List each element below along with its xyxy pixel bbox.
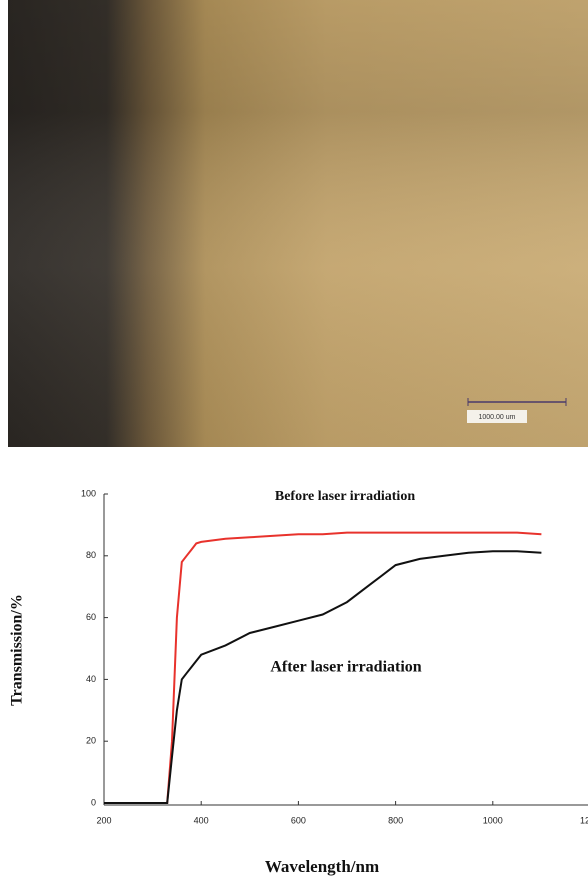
x-tick-label: 1000 (483, 815, 503, 825)
scale-label-box (467, 410, 527, 423)
y-tick-label: 0 (91, 797, 96, 807)
x-tick-label: 1200 (580, 815, 588, 825)
annotation: Before laser irradiation (275, 489, 415, 504)
x-axis-title: Wavelength/nm (265, 857, 379, 876)
y-tick-label: 100 (81, 488, 96, 498)
annotation: After laser irradiation (270, 659, 421, 676)
x-tick-label: 800 (388, 815, 403, 825)
micrograph: 1000.00 um (8, 0, 588, 447)
x-tick-label: 600 (291, 815, 306, 825)
chart: Transmission/% Wavelength/nm Before lase… (9, 488, 588, 876)
y-tick-label: 40 (86, 674, 96, 684)
y-tick-label: 80 (86, 550, 96, 560)
y-tick-label: 60 (86, 612, 96, 622)
photo-shade (8, 0, 588, 447)
x-tick-label: 200 (96, 815, 111, 825)
y-axis-title: Transmission/% (9, 594, 26, 706)
y-tick-label: 20 (86, 736, 96, 746)
series-line (104, 531, 542, 804)
series-line (104, 550, 542, 804)
scale-label: 1000.00 um (479, 414, 516, 421)
x-tick-label: 400 (194, 815, 209, 825)
